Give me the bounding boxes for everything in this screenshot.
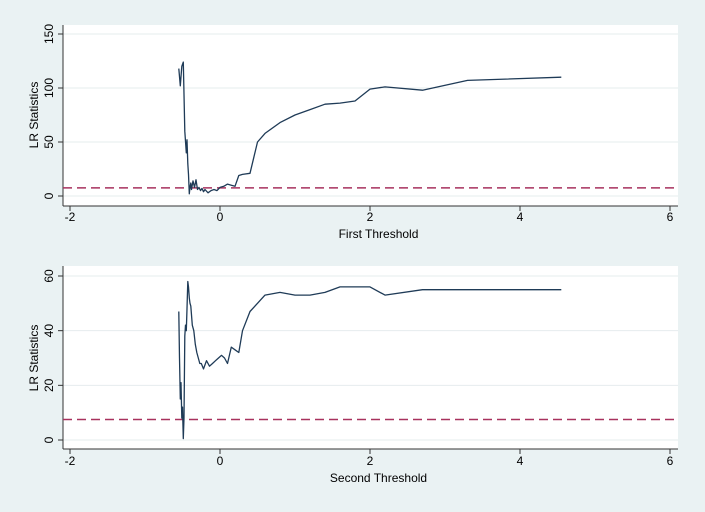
y-tick-label: 100	[42, 78, 56, 98]
chart-panel-second-threshold: 0 20 40 60 -2 0 2 4 6 Second Threshold LR Statisti…	[27, 266, 678, 485]
x-tick-label: -2	[65, 210, 76, 224]
x-tick-label: 2	[367, 210, 374, 224]
y-tick-label: 60	[42, 269, 56, 283]
x-tick-label: 6	[667, 210, 674, 224]
y-tick-label: 0	[42, 436, 56, 443]
x-tick-label: 0	[217, 210, 224, 224]
y-tick-label: 50	[42, 135, 56, 149]
plot-area	[63, 25, 678, 206]
y-axis-label: LR Statistics	[27, 82, 41, 149]
x-tick-label: 0	[217, 454, 224, 468]
chart-panel-first-threshold: 0 50 100 150 -2 0 2 4 6 First Threshold LR Statist…	[27, 24, 678, 241]
x-tick-label: 4	[517, 454, 524, 468]
y-tick-label: 150	[42, 24, 56, 44]
y-tick-label: 20	[42, 378, 56, 392]
x-tick-label: 4	[517, 210, 524, 224]
x-axis-label: First Threshold	[339, 227, 419, 241]
y-tick-label: 40	[42, 324, 56, 338]
x-tick-label: 2	[367, 454, 374, 468]
y-tick-label: 0	[42, 192, 56, 199]
x-axis-label: Second Threshold	[330, 471, 427, 485]
series-line-lr	[178, 61, 562, 195]
x-tick-label: 6	[667, 454, 674, 468]
plot-area	[63, 266, 678, 449]
y-axis-label: LR Statistics	[27, 325, 41, 392]
series-line-lr	[178, 280, 562, 440]
x-tick-label: -2	[65, 454, 76, 468]
